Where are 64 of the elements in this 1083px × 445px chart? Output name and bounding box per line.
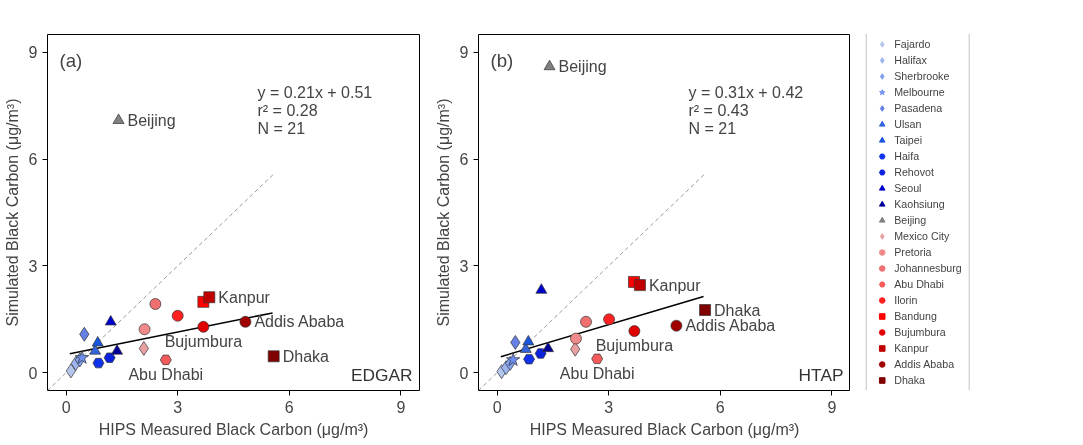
- annotation: N = 21: [257, 119, 306, 137]
- x-tick-label: 9: [827, 398, 837, 416]
- annotation: Addis Ababa: [685, 317, 776, 335]
- annotation: Bujumbura: [595, 337, 674, 355]
- y-tick-label: 6: [459, 151, 469, 169]
- annotation: Dhaka: [714, 301, 761, 319]
- legend-label: Ilorin: [894, 294, 918, 306]
- legend-label: Beijing: [894, 214, 927, 226]
- annotation: r² = 0.28: [257, 101, 318, 119]
- annotation: (b): [490, 49, 514, 71]
- legend-label: Kanpur: [894, 342, 929, 354]
- legend-label: Sherbrooke: [894, 70, 950, 82]
- legend-label: Pasadena: [894, 102, 943, 114]
- legend-label: Rehovot: [894, 166, 934, 178]
- y-tick-label: 3: [459, 257, 469, 275]
- legend-label: Taipei: [894, 134, 923, 146]
- legend-label: Dhaka: [894, 374, 926, 386]
- annotation: Kanpur: [218, 288, 271, 306]
- legend-label: Ulsan: [894, 118, 922, 130]
- x-axis-title: HIPS Measured Black Carbon (μg/m³): [529, 420, 800, 438]
- legend-label: Bandung: [894, 310, 937, 322]
- x-tick-label: 3: [604, 398, 614, 416]
- y-axis-title: Simulated Black Carbon (μg/m³): [434, 98, 452, 327]
- annotation: Addis Ababa: [254, 313, 345, 331]
- annotation: Beijing: [127, 111, 176, 129]
- annotation: y = 0.21x + 0.51: [257, 83, 373, 101]
- legend-label: Fajardo: [894, 38, 931, 50]
- annotation: r² = 0.43: [688, 101, 749, 119]
- x-tick-label: 6: [715, 398, 725, 416]
- legend-label: Halifax: [894, 54, 927, 66]
- legend-label: Pretoria: [894, 246, 932, 258]
- legend-label: Haifa: [894, 150, 920, 162]
- legend-label: Abu Dhabi: [894, 278, 944, 290]
- y-tick-label: 0: [459, 364, 469, 382]
- y-axis-title: Simulated Black Carbon (μg/m³): [3, 98, 21, 327]
- annotation: N = 21: [688, 119, 737, 137]
- annotation: Bujumbura: [164, 332, 243, 350]
- annotation: y = 0.31x + 0.42: [688, 83, 804, 101]
- x-tick-label: 3: [173, 398, 183, 416]
- y-tick-label: 6: [28, 151, 38, 169]
- y-tick-label: 9: [28, 44, 38, 62]
- x-axis-title: HIPS Measured Black Carbon (μg/m³): [98, 420, 369, 438]
- annotation: Beijing: [558, 58, 607, 76]
- annotation: HTAP: [798, 364, 844, 385]
- legend-label: Melbourne: [894, 86, 945, 98]
- annotation: Abu Dhabi: [559, 364, 635, 382]
- x-tick-label: 0: [61, 398, 71, 416]
- y-tick-label: 3: [28, 257, 38, 275]
- annotation: (a): [59, 49, 83, 71]
- legend-label: Kaohsiung: [894, 198, 945, 210]
- y-tick-label: 0: [28, 364, 38, 382]
- legend-label: Seoul: [894, 182, 922, 194]
- y-tick-label: 9: [459, 44, 469, 62]
- legend-label: Mexico City: [894, 230, 950, 242]
- annotation: EDGAR: [350, 364, 413, 385]
- legend-label: Addis Ababa: [894, 358, 955, 370]
- annotation: Abu Dhabi: [128, 365, 204, 383]
- x-tick-label: 6: [284, 398, 294, 416]
- annotation: Kanpur: [648, 276, 702, 294]
- legend-label: Bujumbura: [894, 326, 946, 338]
- annotation: Dhaka: [282, 347, 330, 365]
- legend-label: Johannesburg: [894, 262, 962, 274]
- x-tick-label: 9: [396, 398, 406, 416]
- x-tick-label: 0: [492, 398, 502, 416]
